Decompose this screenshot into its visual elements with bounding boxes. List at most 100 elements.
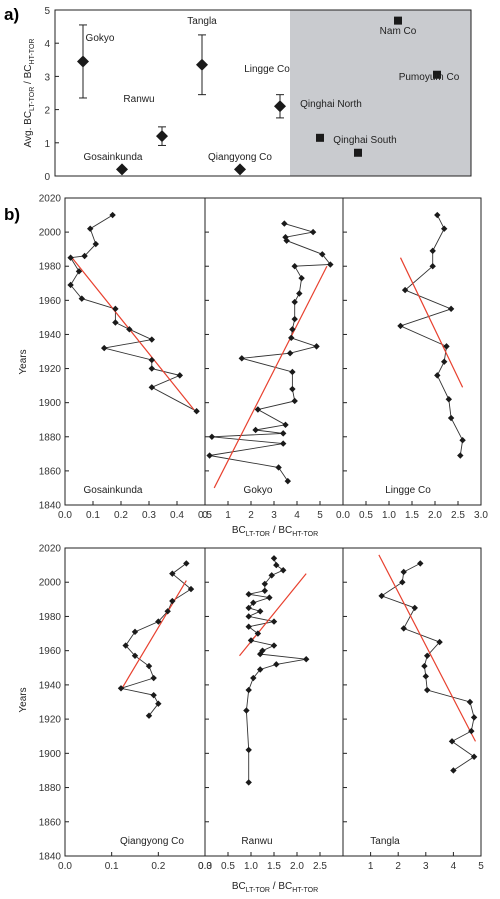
point-label: Lingge Co <box>244 64 290 75</box>
data-point <box>468 727 475 735</box>
site-label: Gosainkunda <box>84 485 143 496</box>
data-point <box>257 650 264 658</box>
subplot-lingge-co: 0.0 0.5 1.0 1.5 2.0 2.5 3.0 Lingge Co <box>336 197 488 521</box>
x-title-sub2: HT-TOR <box>292 531 318 538</box>
x-tick-label: 0.1 <box>105 861 119 872</box>
data-point <box>169 597 176 605</box>
data-point <box>280 440 287 447</box>
data-point <box>429 263 436 270</box>
subplot-qiangyong-co: 1840 1860 1880 1900 1920 1940 1960 1980 2000 2020… <box>39 544 213 873</box>
data-point <box>422 673 429 680</box>
site-label: Tangla <box>370 836 400 847</box>
data-point <box>441 225 448 232</box>
panel-a-shaded-region <box>290 10 471 176</box>
data-point <box>429 247 436 255</box>
data-point <box>447 414 455 422</box>
data-point <box>319 251 326 258</box>
data-point <box>268 572 275 579</box>
data-point <box>148 336 155 343</box>
diamond-marker <box>274 100 286 113</box>
data-point <box>250 599 257 606</box>
data-point <box>176 372 183 379</box>
data-point <box>117 685 125 692</box>
y-tick-label: 2000 <box>39 578 62 589</box>
square-marker <box>433 70 441 79</box>
data-point <box>155 618 162 625</box>
point-label: Qiangyong Co <box>208 152 272 163</box>
panel-b-x-title-top: BCLT-TOR / BCHT-TOR <box>232 525 318 538</box>
data-point <box>243 707 250 714</box>
x-tick-label: 3.0 <box>474 510 488 521</box>
data-point <box>291 298 298 306</box>
point-label: Gosainkunda <box>84 152 143 163</box>
subplot-gosainkunda: 1840 1860 1880 1900 1920 1940 1960 1980 2000 2020… <box>39 194 213 522</box>
y-tick-label: 1900 <box>39 398 62 409</box>
data-point <box>67 281 74 289</box>
data-point <box>252 426 259 434</box>
x-tick-label: 4 <box>294 510 300 521</box>
data-point <box>261 587 268 594</box>
subplot-frame <box>64 197 206 506</box>
diamond-marker <box>234 163 246 176</box>
diamond-marker <box>156 130 168 143</box>
data-point <box>421 662 428 670</box>
point-label: Nam Co <box>380 26 417 37</box>
data-point <box>270 642 278 649</box>
data-point <box>254 630 262 637</box>
x-tick-label: 2.5 <box>313 861 327 872</box>
data-point <box>193 407 200 415</box>
x-tick-label: 3 <box>271 510 277 521</box>
data-point <box>423 686 431 694</box>
panel-b-y-title-bottom: Years <box>18 687 29 712</box>
data-point <box>470 753 478 760</box>
data-point <box>126 326 133 333</box>
data-point <box>75 268 83 275</box>
x-tick-label: 1 <box>368 861 374 872</box>
point-label: Pumoyum Co <box>399 72 460 83</box>
panel-b: b) 1840 1860 1880 1900 1920 1940 1960 1980 2000 2… <box>4 194 488 895</box>
subplot-frame <box>64 547 206 857</box>
subplot-frame <box>204 547 344 857</box>
subplot-gokyo: 0 1 2 3 4 5 Gokyo <box>202 197 344 521</box>
y-title-main: Avg. BC <box>23 111 34 148</box>
panel-b-subplots: 1840186018801900192019401960198020002020… <box>39 194 489 873</box>
x-tick-label: 1.0 <box>244 861 258 872</box>
y-tick-label: 1920 <box>39 715 62 726</box>
y-tick-label: 1920 <box>39 364 62 375</box>
y-tick-label: 5 <box>44 6 50 17</box>
data-point <box>250 674 257 682</box>
data-point <box>470 714 478 721</box>
data-point <box>309 228 317 236</box>
y-tick-label: 2020 <box>39 544 62 555</box>
data-point <box>67 254 74 261</box>
data-point <box>81 252 88 260</box>
x-title-main: BC <box>232 525 246 536</box>
data-point <box>206 452 213 459</box>
x-tick-label: 0.1 <box>86 510 100 521</box>
x-tick-label: 0.3 <box>142 510 156 521</box>
data-point <box>247 637 255 644</box>
data-point <box>148 365 155 372</box>
diamond-marker <box>77 55 89 68</box>
x-tick-label: 0.4 <box>170 510 184 521</box>
data-point <box>145 662 153 670</box>
data-point <box>289 385 296 393</box>
data-point <box>245 746 252 754</box>
data-line <box>380 563 475 771</box>
data-point <box>399 579 406 586</box>
panel-b-label: b) <box>4 205 20 224</box>
x-tick-label: 0.2 <box>114 510 128 521</box>
data-point <box>150 674 157 682</box>
x-tick-label: 0.0 <box>198 861 212 872</box>
data-point <box>257 666 264 673</box>
data-point <box>397 322 404 330</box>
y-tick-label: 1940 <box>39 680 62 691</box>
data-point <box>280 430 287 437</box>
y-tick-label: 1980 <box>39 612 62 623</box>
data-point <box>78 295 85 302</box>
subplot-frame <box>342 197 482 506</box>
data-point <box>257 608 264 615</box>
x-tick-label: 0.0 <box>58 510 72 521</box>
y-tick-label: 3 <box>44 72 50 83</box>
x-tick-label: 0.5 <box>221 861 235 872</box>
